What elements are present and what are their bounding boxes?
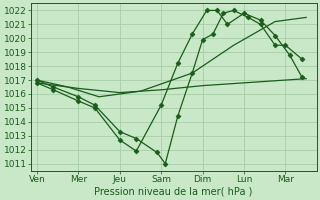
- X-axis label: Pression niveau de la mer( hPa ): Pression niveau de la mer( hPa ): [94, 187, 253, 197]
